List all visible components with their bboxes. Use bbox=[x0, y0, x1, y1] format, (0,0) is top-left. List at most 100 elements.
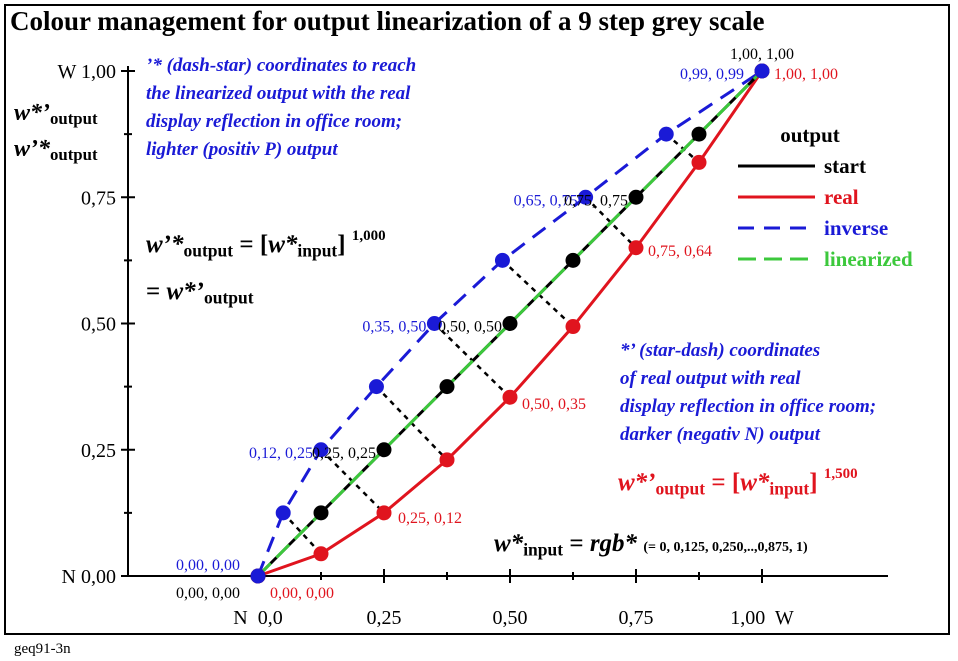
data-point-inverse bbox=[426, 316, 442, 331]
data-point-start bbox=[691, 126, 707, 142]
x-tick-label: N 0,0 bbox=[233, 607, 282, 629]
y-tick-label: 0,50 bbox=[81, 314, 116, 336]
data-point-start bbox=[376, 442, 392, 458]
data-point-real bbox=[565, 319, 581, 335]
legend-label-real: real bbox=[824, 185, 859, 209]
data-point-inverse bbox=[275, 505, 291, 521]
formula-sub: input bbox=[297, 240, 338, 261]
note-star-dash-line: *’ (star-dash) coordinates bbox=[620, 340, 821, 361]
note-dash-star-line: display reflection in office room; bbox=[146, 111, 403, 132]
formula-term: w* bbox=[494, 530, 524, 557]
data-point-real bbox=[628, 240, 644, 256]
formula-sub: input bbox=[523, 539, 564, 560]
formula-inverse: w’*output = [w*input] 1,000 bbox=[146, 228, 386, 261]
data-point-inverse bbox=[754, 63, 770, 79]
formula-sub: output bbox=[183, 240, 234, 261]
x-tick-label: 0,50 bbox=[493, 607, 528, 629]
data-label: 0,25, 0,12 bbox=[398, 510, 462, 527]
legend-label-linearized: linearized bbox=[824, 247, 913, 271]
data-label: 0,50, 0,50 bbox=[438, 319, 502, 336]
data-label: 0,65, 0,75 bbox=[514, 192, 578, 209]
note-star-dash-line: of real output with real bbox=[620, 368, 801, 389]
formula-note: (= 0, 0,125, 0,250,..,0,875, 1) bbox=[643, 540, 808, 555]
data-point-real bbox=[691, 154, 707, 170]
note-star-dash: *’ (star-dash) coordinates of real outpu… bbox=[620, 337, 876, 449]
data-point-start bbox=[502, 316, 518, 331]
y-axis-label: w*’output w’*output bbox=[14, 98, 98, 170]
y-axis-label-line1: w*’output bbox=[14, 98, 98, 134]
data-label: 0,12, 0,25 bbox=[249, 445, 313, 462]
note-star-dash-line: darker (negativ N) output bbox=[620, 424, 821, 445]
data-point-inverse bbox=[494, 252, 510, 268]
connector-line bbox=[501, 259, 574, 328]
chart-title: Colour management for output linearizati… bbox=[10, 6, 765, 36]
note-dash-star-line: the linearized output with the real bbox=[146, 83, 411, 104]
data-label: 0,35, 0,50 bbox=[362, 319, 426, 336]
formula-exponent: 1,500 bbox=[823, 466, 858, 482]
data-point-inverse bbox=[368, 379, 384, 395]
data-point-start bbox=[565, 252, 581, 268]
y-axis-label-line2: w’*output bbox=[14, 134, 98, 170]
data-label: 1,00, 1,00 bbox=[730, 46, 794, 63]
formula-term: rgb* bbox=[589, 530, 638, 557]
y-tick-label: W 1,00 bbox=[57, 61, 116, 83]
formula-sub: output bbox=[204, 287, 254, 308]
formula-op: = bbox=[563, 530, 590, 557]
legend-label-inverse: inverse bbox=[824, 216, 888, 240]
formula-op: ] bbox=[809, 469, 818, 496]
formula-term: w* bbox=[268, 231, 298, 258]
data-point-real bbox=[502, 389, 518, 405]
formula-input: w*input = rgb* (= 0, 0,125, 0,250,..,0,8… bbox=[494, 530, 808, 560]
y-label-var1: w*’ bbox=[14, 100, 50, 126]
data-point-real bbox=[313, 546, 329, 562]
formula-sub: output bbox=[655, 478, 706, 499]
note-dash-star: ’* (dash-star) coordinates to reach the … bbox=[146, 52, 416, 164]
figure-code: geq91-3n bbox=[14, 641, 71, 657]
legend-title: output bbox=[780, 123, 840, 147]
y-label-var2: w’* bbox=[14, 136, 50, 163]
note-dash-star-line: lighter (positiv P) output bbox=[146, 139, 338, 160]
data-label: 0,00, 0,00 bbox=[270, 585, 334, 602]
data-point-inverse bbox=[658, 126, 674, 142]
formula-op: = [ bbox=[233, 231, 269, 258]
series-line-linearized bbox=[256, 69, 764, 578]
formula-sub: input bbox=[769, 478, 810, 499]
data-point-start bbox=[439, 379, 455, 395]
formula-term: w* bbox=[740, 469, 770, 496]
note-dash-star-line: ’* (dash-star) coordinates to reach bbox=[146, 55, 417, 76]
formula-op: ] bbox=[337, 231, 346, 258]
data-label: 0,00, 0,00 bbox=[176, 585, 240, 602]
note-star-dash-line: display reflection in office room; bbox=[620, 396, 877, 417]
y-label-sub2: output bbox=[50, 145, 98, 165]
data-label: 1,00, 1,00 bbox=[774, 66, 838, 83]
y-tick-label: 0,75 bbox=[81, 187, 116, 209]
formula-op: = [ bbox=[705, 469, 741, 496]
connector-line bbox=[665, 133, 700, 164]
formula-equivalence: = w*’output bbox=[146, 278, 254, 308]
data-point-inverse bbox=[313, 442, 329, 458]
y-tick-label: 0,25 bbox=[81, 440, 116, 462]
data-point-start bbox=[313, 505, 329, 521]
formula-term: w*’ bbox=[618, 469, 656, 496]
legend-label-start: start bbox=[824, 154, 866, 178]
y-tick-label: N 0,00 bbox=[62, 566, 116, 588]
formula-term: w*’ bbox=[166, 278, 205, 305]
series-line-inverse bbox=[256, 69, 763, 577]
y-label-sub1: output bbox=[50, 109, 98, 129]
x-tick-label: 1,00 W bbox=[730, 607, 794, 629]
x-tick-label: 0,75 bbox=[619, 607, 654, 629]
formula-exponent: 1,000 bbox=[351, 228, 386, 244]
formula-real: w*’output = [w*input] 1,500 bbox=[618, 466, 858, 499]
data-point-inverse bbox=[250, 568, 266, 584]
connector-line bbox=[584, 196, 637, 249]
data-label: 0,75, 0,64 bbox=[648, 243, 712, 260]
formula-term: w’* bbox=[146, 231, 184, 258]
data-label: 0,75, 0,75 bbox=[564, 192, 628, 209]
data-label: 0,00, 0,00 bbox=[176, 557, 240, 574]
data-point-real bbox=[376, 505, 392, 521]
formula-op: = bbox=[146, 278, 167, 305]
data-label: 0,99, 0,99 bbox=[680, 66, 744, 83]
data-label: 0,50, 0,35 bbox=[522, 396, 586, 413]
data-point-start bbox=[628, 189, 644, 205]
